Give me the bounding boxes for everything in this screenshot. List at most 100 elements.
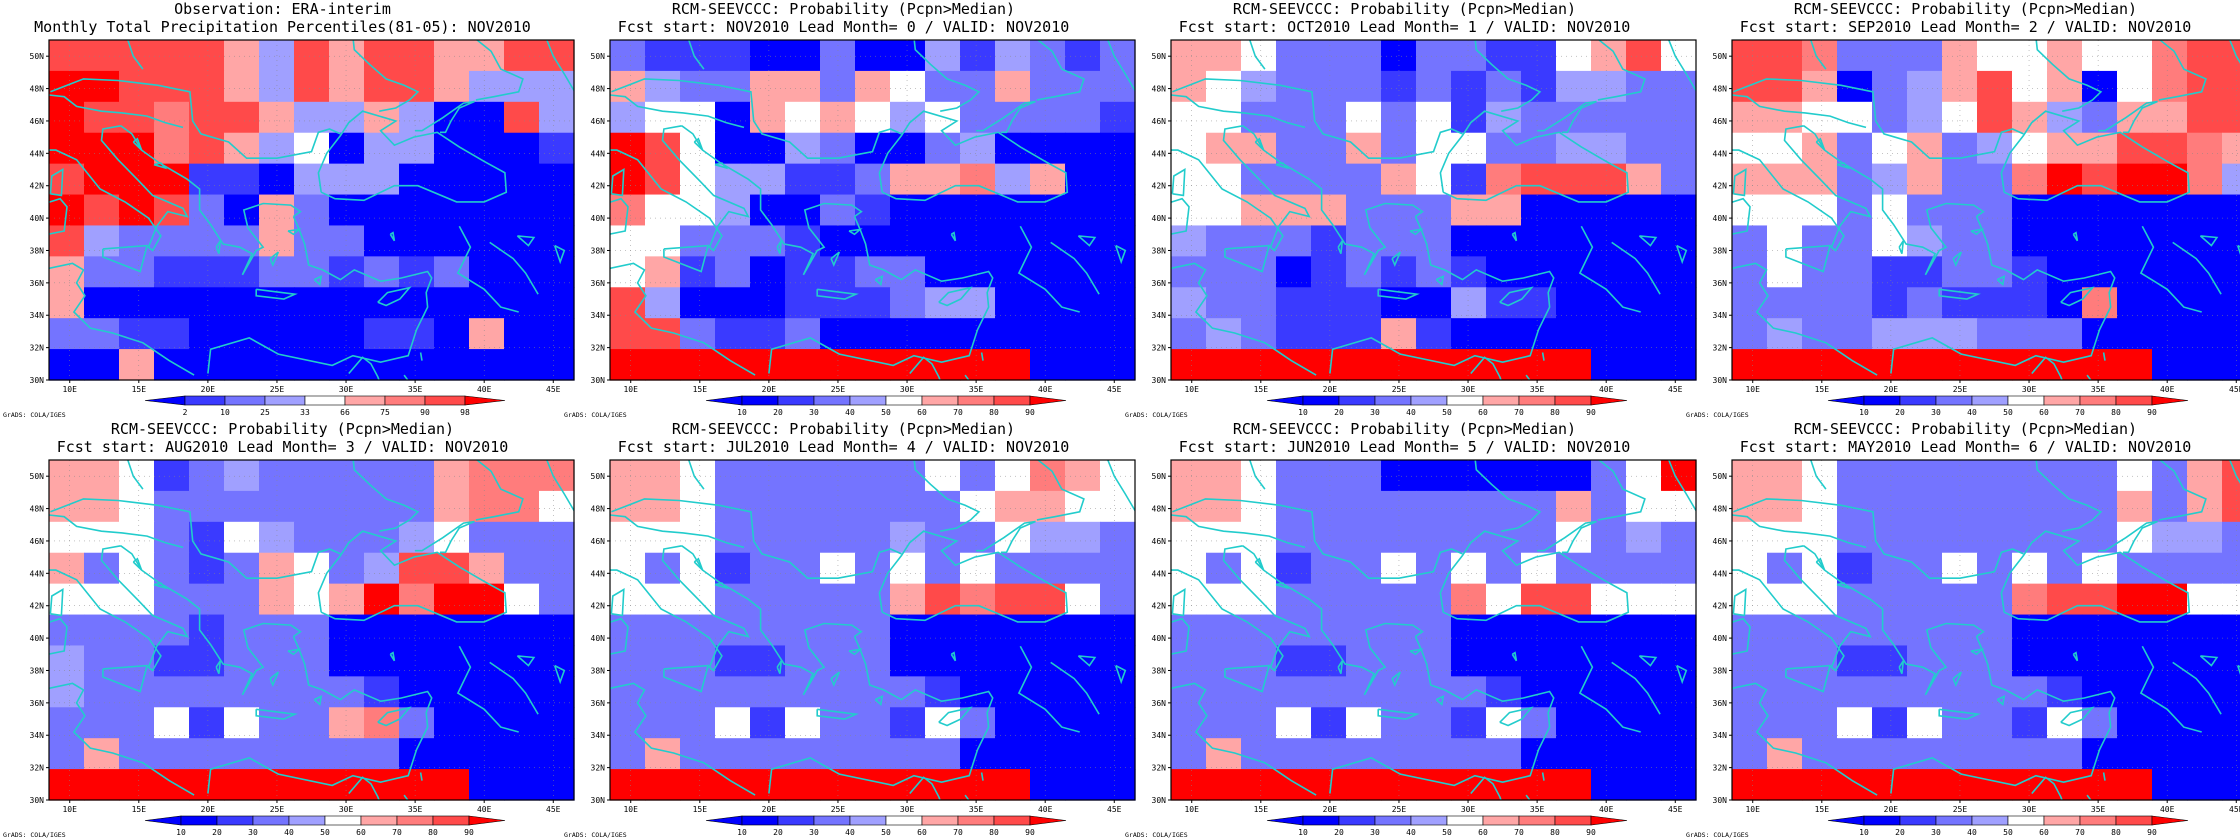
grid-cell bbox=[1907, 70, 1943, 103]
grid-cell bbox=[1416, 707, 1452, 739]
grid-cell bbox=[539, 349, 575, 381]
grid-cell bbox=[119, 645, 155, 677]
colorbar-segment bbox=[705, 395, 743, 406]
grid-cell bbox=[785, 101, 821, 134]
coastline bbox=[878, 110, 1069, 203]
grid-cell bbox=[1837, 521, 1873, 554]
coastline bbox=[1667, 460, 1696, 513]
coastline bbox=[415, 100, 475, 134]
grid-cell bbox=[84, 614, 120, 647]
grid-cell bbox=[1837, 318, 1873, 350]
grid-cell bbox=[2082, 645, 2118, 677]
grid-cell bbox=[1486, 225, 1522, 257]
coastline bbox=[348, 776, 380, 800]
colorbar-label: 20 bbox=[1895, 828, 1905, 837]
lat-label: 42N bbox=[1152, 182, 1167, 191]
grid-cell bbox=[1661, 101, 1697, 134]
grid-cell bbox=[2152, 738, 2188, 770]
grid-cell bbox=[154, 645, 190, 677]
grid-cell bbox=[1100, 318, 1136, 350]
lon-label: 15E bbox=[693, 385, 708, 394]
grid-cell bbox=[1872, 460, 1908, 492]
grid-cell bbox=[1451, 707, 1487, 739]
grid-cell bbox=[1346, 676, 1382, 708]
grid-cell bbox=[2082, 552, 2118, 585]
coastline bbox=[663, 244, 710, 273]
lat-label: 36N bbox=[1152, 699, 1167, 708]
coastline bbox=[913, 460, 981, 532]
grid-cell bbox=[1100, 490, 1136, 523]
grid-cell bbox=[224, 318, 260, 350]
coastline bbox=[1732, 617, 1751, 655]
grid-cell bbox=[49, 707, 85, 739]
panel-title: RCM-SEEVCCC: Probability (Pcpn>Median) bbox=[1233, 420, 1576, 438]
grid-cell bbox=[715, 460, 751, 492]
grid-cell bbox=[1661, 163, 1697, 196]
grid-cell bbox=[119, 40, 155, 72]
coastline bbox=[1114, 664, 1127, 685]
colorbar-segment bbox=[2007, 815, 2045, 826]
grid-cell bbox=[2117, 521, 2153, 554]
grid-cell bbox=[855, 521, 891, 554]
grid-cell bbox=[715, 101, 751, 134]
grid-cell bbox=[995, 225, 1031, 257]
coastline bbox=[980, 772, 984, 781]
grid-cell bbox=[1767, 645, 1803, 677]
grid-cell bbox=[329, 552, 365, 585]
grid-cell bbox=[49, 40, 85, 72]
grid-cell bbox=[119, 552, 155, 585]
grid-cell bbox=[1100, 460, 1136, 492]
grid-cell bbox=[224, 349, 260, 381]
grid-cell bbox=[1556, 70, 1592, 103]
lat-label: 36N bbox=[591, 699, 606, 708]
grid-cell bbox=[399, 40, 435, 72]
colorbar-segment bbox=[384, 395, 426, 406]
grid-cell bbox=[1416, 583, 1452, 616]
grid-cell bbox=[1171, 645, 1207, 677]
colorbar-segment bbox=[885, 395, 923, 406]
grid-cell bbox=[399, 318, 435, 350]
grid-cell bbox=[2117, 132, 2153, 165]
coastline bbox=[1815, 137, 1826, 151]
grid-cell bbox=[1486, 614, 1522, 647]
grid-cell bbox=[995, 645, 1031, 677]
grid-cell bbox=[1521, 738, 1557, 770]
colorbar-segment bbox=[777, 395, 815, 406]
lat-label: 34N bbox=[1713, 731, 1728, 740]
grid-cell bbox=[1837, 40, 1873, 72]
lat-label: 44N bbox=[1713, 569, 1728, 578]
grid-cell bbox=[995, 349, 1031, 381]
grid-cell bbox=[504, 132, 540, 165]
grid-cell bbox=[469, 349, 505, 381]
grid-cell bbox=[1907, 225, 1943, 257]
grid-cell bbox=[259, 70, 295, 103]
grid-cell bbox=[925, 738, 961, 770]
colorbar-segment bbox=[921, 815, 959, 826]
grid-cell bbox=[119, 349, 155, 381]
grid-cell bbox=[539, 707, 575, 739]
grid-cell bbox=[785, 676, 821, 708]
grid-cell bbox=[925, 132, 961, 165]
grid-cell bbox=[1591, 769, 1627, 801]
coastline bbox=[1017, 645, 1080, 733]
panel-title: RCM-SEEVCCC: Probability (Pcpn>Median) bbox=[111, 420, 454, 438]
colorbar-segment bbox=[304, 395, 346, 406]
grid-cell bbox=[399, 614, 435, 647]
grid-cell bbox=[1416, 769, 1452, 801]
lon-label: 30E bbox=[339, 385, 354, 394]
grid-cell bbox=[2222, 40, 2240, 72]
grid-cell bbox=[539, 132, 575, 165]
coastline bbox=[874, 695, 884, 707]
grid-cell bbox=[1837, 738, 1873, 770]
grid-cell bbox=[434, 645, 470, 677]
grid-cell bbox=[1171, 132, 1207, 165]
grid-cell bbox=[1872, 521, 1908, 554]
panel-subtitle: Fcst start: MAY2010 Lead Month= 6 / VALI… bbox=[1740, 438, 2192, 456]
grid-cell bbox=[469, 194, 505, 227]
grid-cell bbox=[785, 645, 821, 677]
grid-cell bbox=[1732, 287, 1768, 319]
grid-cell bbox=[1942, 70, 1978, 103]
grid-cell bbox=[1732, 676, 1768, 708]
grid-cell bbox=[1872, 614, 1908, 647]
grid-cell bbox=[2222, 769, 2240, 801]
